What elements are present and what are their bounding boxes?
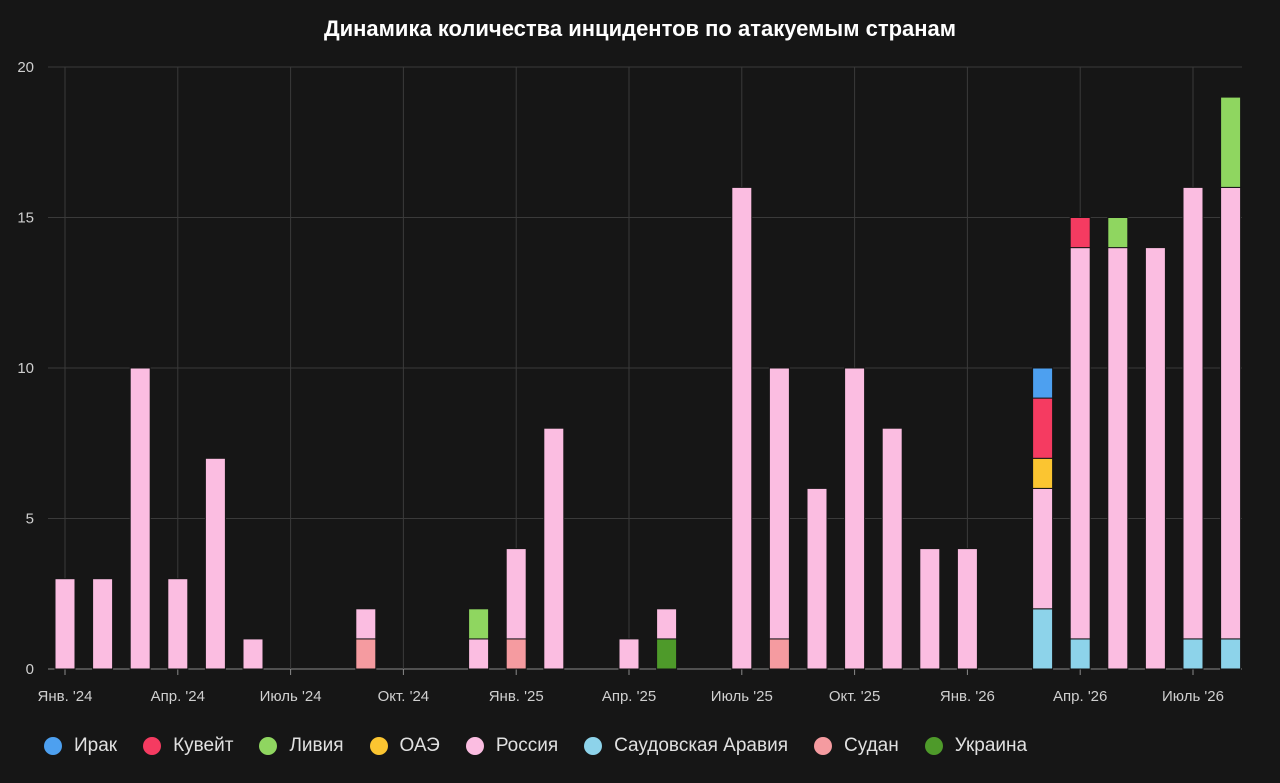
x-tick-label: Янв. '25 xyxy=(489,688,544,705)
legend-swatch xyxy=(143,737,162,755)
y-tick-label: 20 xyxy=(17,59,34,76)
bar-segment xyxy=(1107,247,1129,670)
bar-segment xyxy=(54,578,76,670)
bar-segment xyxy=(1182,638,1204,670)
x-tick-label: Июль '24 xyxy=(260,688,322,705)
bar-segment xyxy=(1220,186,1242,640)
bar-segment xyxy=(1107,217,1129,249)
bar-segment xyxy=(768,638,790,670)
bar-segment xyxy=(919,548,941,670)
bar-segment xyxy=(731,186,753,670)
x-tick-label: Янв. '26 xyxy=(940,688,995,705)
bar-segment xyxy=(355,638,377,670)
bar-segment xyxy=(1069,247,1091,640)
bar-segment xyxy=(1069,638,1091,670)
bar-segment xyxy=(167,578,189,670)
chart-title: Динамика количества инцидентов по атакуе… xyxy=(323,16,957,41)
bar-segment xyxy=(1032,457,1054,489)
legend-label: Ливия xyxy=(289,735,344,756)
legend-label: Судан xyxy=(843,735,899,756)
bars xyxy=(54,96,1242,670)
x-tick-label: Июль '25 xyxy=(711,688,773,705)
legend-swatch xyxy=(44,737,62,755)
legend-label: Саудовская Аравия xyxy=(614,735,788,756)
x-tick-label: Апр. '25 xyxy=(602,688,656,705)
bar-segment xyxy=(92,578,114,670)
legend-label: Ирак xyxy=(74,735,118,756)
bar-segment xyxy=(1220,96,1242,188)
bar-segment xyxy=(656,608,678,640)
legend-item[interactable]: Украина xyxy=(924,735,1028,757)
legend-label: Кувейт xyxy=(173,735,234,756)
legend: Ирак Кувейт Ливия ОАЭ Россия Саудовская Арави… xyxy=(44,733,1053,759)
y-axis-ticks: 0 5 10 15 20 xyxy=(17,59,34,678)
bar-segment xyxy=(1069,217,1091,249)
bar-segment xyxy=(881,427,903,670)
legend-item[interactable]: Ливия xyxy=(259,735,344,757)
y-tick-label: 10 xyxy=(17,360,34,377)
bar-segment xyxy=(806,487,828,670)
x-tick-label: Янв. '24 xyxy=(38,688,93,705)
bar-segment xyxy=(1032,487,1054,610)
grid-lines xyxy=(48,66,1242,675)
bar-segment xyxy=(242,638,264,670)
bar-segment xyxy=(505,548,527,640)
bar-segment xyxy=(656,638,678,670)
bar-segment xyxy=(956,548,978,670)
x-axis-ticks: Янв. '24 Апр. '24 Июль '24 Окт. '24 Янв. '25… xyxy=(38,688,1224,705)
y-tick-label: 0 xyxy=(26,661,34,678)
legend-swatch xyxy=(369,737,388,755)
bar-segment xyxy=(1032,367,1054,399)
bar-segment xyxy=(1032,397,1054,459)
bar-segment xyxy=(1220,638,1242,670)
bar-segment xyxy=(355,608,377,640)
legend-label: ОАЭ xyxy=(399,735,440,756)
legend-swatch xyxy=(813,737,832,755)
legend-swatch xyxy=(259,737,278,755)
legend-swatch xyxy=(465,737,484,755)
legend-item[interactable]: Россия xyxy=(465,735,559,757)
legend-swatch xyxy=(924,737,943,755)
bar-segment xyxy=(204,457,226,670)
bar-segment xyxy=(618,638,640,670)
stacked-bar-chart: 0 5 10 15 20 Янв. '24 Апр. '24 Июль '24 Окт. '2… xyxy=(17,59,1242,705)
bar-segment xyxy=(1144,247,1166,670)
bar-segment xyxy=(468,638,490,670)
legend-label: Украина xyxy=(954,735,1028,756)
legend-swatch xyxy=(584,737,603,755)
x-tick-label: Июль '26 xyxy=(1162,688,1224,705)
y-tick-label: 5 xyxy=(26,511,34,528)
bar-segment xyxy=(505,638,527,670)
bar-segment xyxy=(543,427,565,670)
x-tick-label: Окт. '25 xyxy=(829,688,881,705)
legend-item[interactable]: Саудовская Аравия xyxy=(584,735,788,757)
legend-item[interactable]: Кувейт xyxy=(143,735,233,757)
y-tick-label: 15 xyxy=(17,210,34,227)
bar-segment xyxy=(1032,608,1054,670)
x-tick-label: Апр. '24 xyxy=(151,688,205,705)
bar-segment xyxy=(468,608,490,640)
legend-item[interactable]: ОАЭ xyxy=(369,735,440,757)
legend-item[interactable]: Судан xyxy=(813,735,899,757)
bar-segment xyxy=(844,367,866,670)
bar-segment xyxy=(1182,186,1204,640)
legend-label: Россия xyxy=(495,735,559,756)
x-tick-label: Окт. '24 xyxy=(378,688,430,705)
bar-segment xyxy=(129,367,151,670)
legend-item[interactable]: Ирак xyxy=(44,735,117,757)
bar-segment xyxy=(768,367,790,640)
x-tick-label: Апр. '26 xyxy=(1053,688,1107,705)
